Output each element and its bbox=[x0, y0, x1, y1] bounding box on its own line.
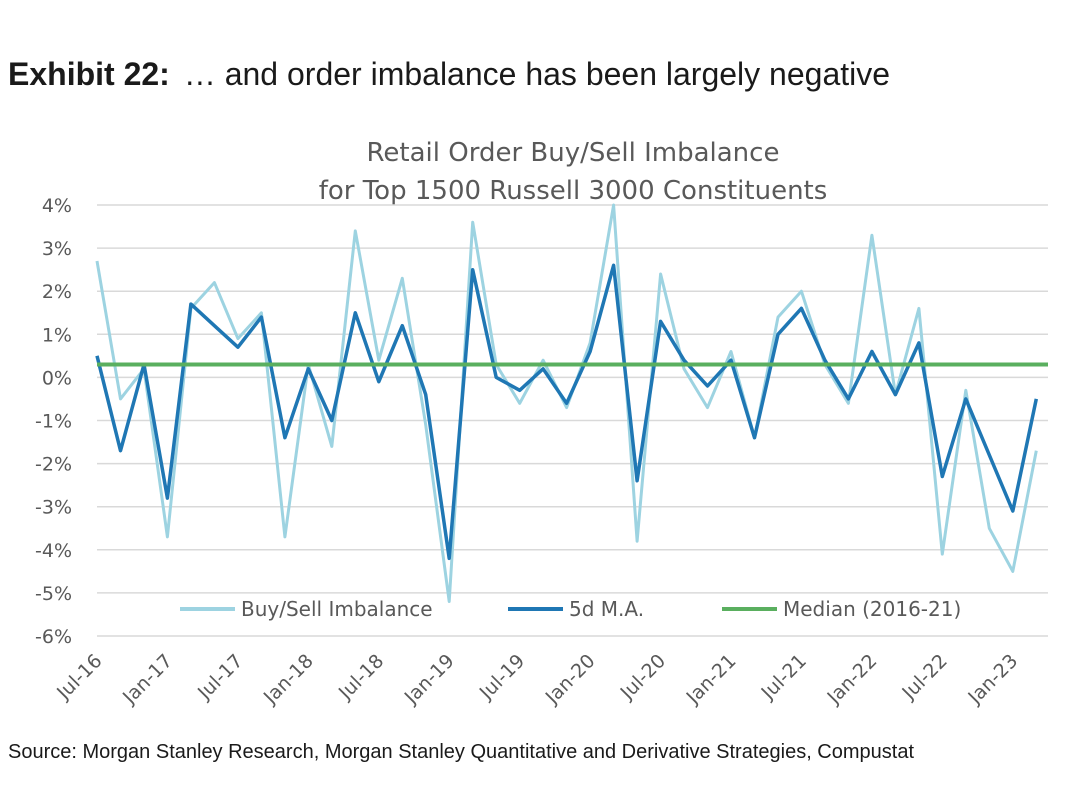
exhibit-heading: Exhibit 22: … and order imbalance has bee… bbox=[8, 56, 890, 93]
ma-series-line bbox=[95, 263, 1039, 561]
chart-title-line1: Retail Order Buy/Sell Imbalance bbox=[367, 138, 780, 168]
source-note: Source: Morgan Stanley Research, Morgan … bbox=[8, 741, 915, 763]
legend-item-median: Median (2016-21) bbox=[722, 597, 961, 621]
chart-title-line2: for Top 1500 Russell 3000 Constituents bbox=[319, 176, 828, 206]
x-tick-label: Jul-18 bbox=[334, 650, 388, 704]
y-tick-label: 2% bbox=[42, 281, 72, 303]
x-tick-label: Jul-21 bbox=[757, 650, 811, 704]
x-tick-label: Jul-17 bbox=[193, 650, 247, 704]
exhibit-headline: … and order imbalance has been largely n… bbox=[183, 56, 891, 92]
legend-label: Buy/Sell Imbalance bbox=[241, 597, 433, 621]
y-axis-ticks: 4% 3% 2% 1% 0% -1% -2% -3% -4% -5% -6% bbox=[35, 195, 72, 648]
y-tick-label: 4% bbox=[42, 195, 72, 217]
x-tick-label: Jul-19 bbox=[475, 650, 529, 704]
y-tick-label: -3% bbox=[35, 497, 72, 519]
x-tick-label: Jan-19 bbox=[400, 650, 459, 709]
chart-gridlines bbox=[97, 204, 1048, 637]
y-tick-label: -5% bbox=[35, 583, 72, 605]
chart-series bbox=[95, 203, 1048, 603]
x-tick-label: Jan-23 bbox=[963, 650, 1022, 709]
y-tick-label: -1% bbox=[35, 411, 72, 433]
x-axis-ticks: Jul-16 Jan-17 Jul-17 Jan-18 Jul-18 Jan-19 Jul-… bbox=[52, 650, 1022, 709]
x-tick-label: Jul-22 bbox=[897, 650, 951, 704]
x-tick-label: Jan-20 bbox=[541, 650, 600, 709]
x-tick-label: Jan-21 bbox=[682, 650, 741, 709]
x-tick-label: Jul-16 bbox=[52, 650, 106, 704]
legend-label: 5d M.A. bbox=[569, 597, 644, 621]
y-tick-label: 3% bbox=[42, 238, 72, 260]
legend-item-imbalance: Buy/Sell Imbalance bbox=[180, 597, 433, 621]
chart-legend: Buy/Sell Imbalance 5d M.A. Median (2016-21… bbox=[180, 597, 961, 621]
legend-label: Median (2016-21) bbox=[783, 597, 961, 621]
y-tick-label: -2% bbox=[35, 454, 72, 476]
y-tick-label: -6% bbox=[35, 626, 72, 648]
x-tick-label: Jan-18 bbox=[259, 650, 318, 709]
exhibit-number: Exhibit 22: bbox=[8, 56, 170, 92]
x-tick-label: Jan-22 bbox=[823, 650, 882, 709]
y-tick-label: -4% bbox=[35, 540, 72, 562]
y-tick-label: 1% bbox=[42, 324, 72, 346]
x-tick-label: Jul-20 bbox=[616, 650, 670, 704]
y-tick-label: 0% bbox=[42, 367, 72, 389]
legend-item-ma: 5d M.A. bbox=[508, 597, 644, 621]
x-tick-label: Jan-17 bbox=[118, 650, 177, 709]
imbalance-series-line bbox=[95, 203, 1038, 603]
